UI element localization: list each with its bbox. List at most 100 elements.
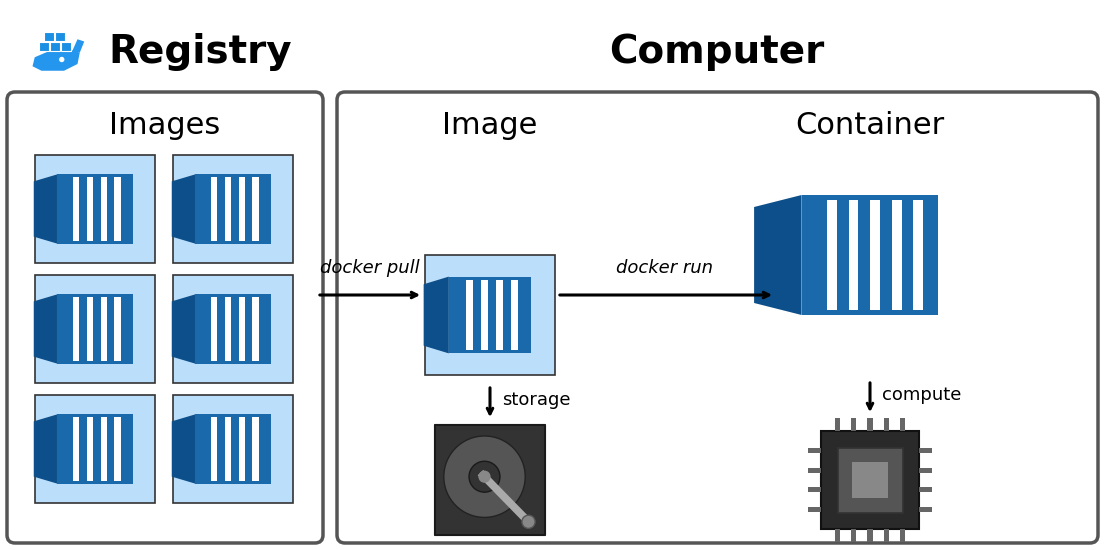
Polygon shape bbox=[56, 415, 133, 483]
FancyBboxPatch shape bbox=[44, 31, 54, 41]
Polygon shape bbox=[252, 177, 259, 241]
FancyBboxPatch shape bbox=[39, 41, 49, 51]
Polygon shape bbox=[210, 417, 217, 481]
Polygon shape bbox=[172, 174, 195, 244]
Polygon shape bbox=[424, 277, 448, 354]
Polygon shape bbox=[496, 279, 503, 350]
FancyBboxPatch shape bbox=[173, 395, 293, 503]
Polygon shape bbox=[101, 417, 106, 481]
Polygon shape bbox=[252, 417, 259, 481]
Text: Images: Images bbox=[110, 111, 220, 140]
Polygon shape bbox=[754, 195, 801, 315]
FancyBboxPatch shape bbox=[173, 275, 293, 383]
Polygon shape bbox=[73, 417, 79, 481]
Polygon shape bbox=[466, 279, 473, 350]
FancyBboxPatch shape bbox=[35, 275, 155, 383]
Polygon shape bbox=[238, 417, 245, 481]
Circle shape bbox=[444, 436, 525, 518]
FancyBboxPatch shape bbox=[435, 425, 545, 535]
Polygon shape bbox=[101, 297, 106, 361]
Polygon shape bbox=[225, 417, 231, 481]
Polygon shape bbox=[73, 177, 79, 241]
FancyBboxPatch shape bbox=[838, 448, 902, 513]
Polygon shape bbox=[32, 51, 80, 71]
FancyBboxPatch shape bbox=[425, 255, 555, 375]
Polygon shape bbox=[238, 297, 245, 361]
Polygon shape bbox=[72, 39, 84, 53]
Circle shape bbox=[469, 461, 500, 492]
Polygon shape bbox=[892, 200, 901, 310]
Polygon shape bbox=[225, 297, 231, 361]
Polygon shape bbox=[172, 415, 195, 483]
FancyBboxPatch shape bbox=[55, 31, 65, 41]
Polygon shape bbox=[210, 297, 217, 361]
FancyBboxPatch shape bbox=[900, 529, 906, 542]
FancyBboxPatch shape bbox=[919, 487, 932, 492]
Text: docker pull: docker pull bbox=[320, 259, 420, 277]
FancyBboxPatch shape bbox=[50, 41, 60, 51]
Polygon shape bbox=[827, 200, 837, 310]
FancyBboxPatch shape bbox=[900, 418, 906, 431]
FancyBboxPatch shape bbox=[883, 418, 889, 431]
Circle shape bbox=[478, 471, 490, 483]
FancyBboxPatch shape bbox=[337, 92, 1098, 543]
Polygon shape bbox=[848, 200, 858, 310]
FancyBboxPatch shape bbox=[821, 431, 919, 529]
Polygon shape bbox=[210, 177, 217, 241]
Polygon shape bbox=[56, 174, 133, 244]
FancyBboxPatch shape bbox=[852, 463, 888, 498]
Polygon shape bbox=[801, 195, 939, 315]
Polygon shape bbox=[33, 294, 56, 364]
FancyBboxPatch shape bbox=[61, 41, 71, 51]
FancyBboxPatch shape bbox=[851, 529, 857, 542]
Polygon shape bbox=[33, 174, 56, 244]
FancyBboxPatch shape bbox=[7, 92, 323, 543]
Polygon shape bbox=[252, 297, 259, 361]
Text: storage: storage bbox=[501, 391, 570, 409]
FancyBboxPatch shape bbox=[835, 529, 840, 542]
FancyBboxPatch shape bbox=[919, 468, 932, 473]
Polygon shape bbox=[56, 294, 133, 364]
FancyBboxPatch shape bbox=[35, 155, 155, 263]
Polygon shape bbox=[86, 417, 93, 481]
Polygon shape bbox=[195, 294, 271, 364]
Polygon shape bbox=[114, 297, 121, 361]
FancyBboxPatch shape bbox=[173, 155, 293, 263]
Text: docker run: docker run bbox=[617, 259, 714, 277]
Text: Container: Container bbox=[795, 111, 944, 140]
Polygon shape bbox=[511, 279, 518, 350]
FancyBboxPatch shape bbox=[808, 448, 821, 453]
Text: Image: Image bbox=[443, 111, 538, 140]
FancyBboxPatch shape bbox=[808, 507, 821, 512]
FancyBboxPatch shape bbox=[919, 507, 932, 512]
Text: compute: compute bbox=[882, 386, 961, 404]
FancyBboxPatch shape bbox=[808, 487, 821, 492]
Polygon shape bbox=[33, 415, 56, 483]
FancyBboxPatch shape bbox=[851, 418, 857, 431]
FancyBboxPatch shape bbox=[35, 395, 155, 503]
Polygon shape bbox=[478, 470, 531, 525]
FancyBboxPatch shape bbox=[868, 529, 872, 542]
FancyBboxPatch shape bbox=[808, 468, 821, 473]
FancyBboxPatch shape bbox=[835, 418, 840, 431]
FancyBboxPatch shape bbox=[883, 529, 889, 542]
Polygon shape bbox=[482, 279, 488, 350]
Polygon shape bbox=[195, 415, 271, 483]
Text: Computer: Computer bbox=[609, 33, 825, 71]
Circle shape bbox=[59, 57, 64, 62]
Polygon shape bbox=[73, 297, 79, 361]
Circle shape bbox=[521, 515, 535, 529]
Polygon shape bbox=[86, 297, 93, 361]
Polygon shape bbox=[172, 294, 195, 364]
Polygon shape bbox=[448, 277, 531, 354]
Polygon shape bbox=[870, 200, 880, 310]
Polygon shape bbox=[225, 177, 231, 241]
Polygon shape bbox=[913, 200, 923, 310]
Polygon shape bbox=[195, 174, 271, 244]
FancyBboxPatch shape bbox=[919, 448, 932, 453]
Text: Registry: Registry bbox=[108, 33, 292, 71]
Polygon shape bbox=[114, 417, 121, 481]
Polygon shape bbox=[238, 177, 245, 241]
FancyBboxPatch shape bbox=[868, 418, 872, 431]
Polygon shape bbox=[86, 177, 93, 241]
